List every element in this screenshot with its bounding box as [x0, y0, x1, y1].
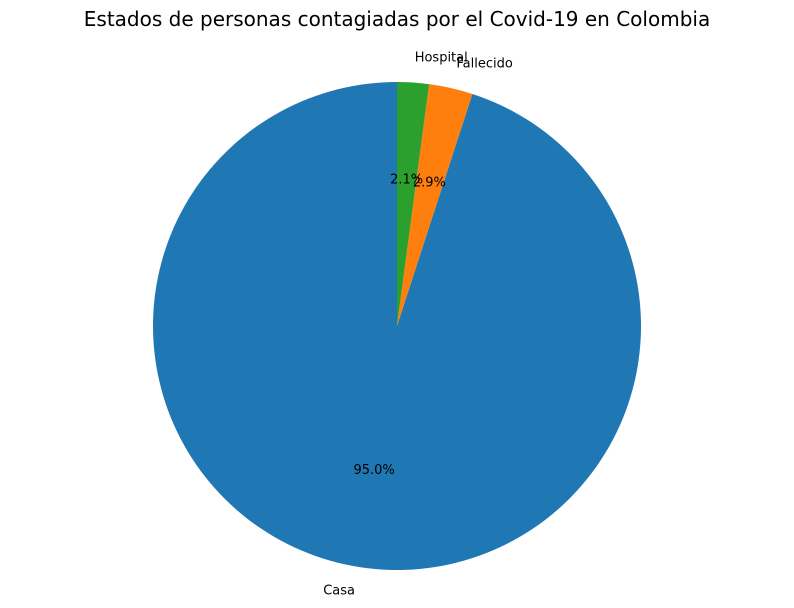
pie-slice-hospital — [397, 82, 430, 326]
pie-slice-fallecido — [397, 84, 473, 326]
pie-labels: Casa 95.0% Fallecido 2.9% Hospital 2.1% — [323, 51, 513, 599]
slice-label-hospital: Hospital — [415, 51, 468, 66]
percent-label-fallecido: 2.9% — [413, 176, 446, 191]
slice-label-casa: Casa — [323, 584, 355, 599]
pie-slices — [153, 82, 641, 570]
percent-label-casa: 95.0% — [353, 463, 394, 478]
chart-title: Estados de personas contagiadas por el C… — [84, 7, 710, 31]
percent-label-hospital: 2.1% — [390, 172, 423, 187]
slice-label-fallecido: Fallecido — [456, 57, 512, 72]
